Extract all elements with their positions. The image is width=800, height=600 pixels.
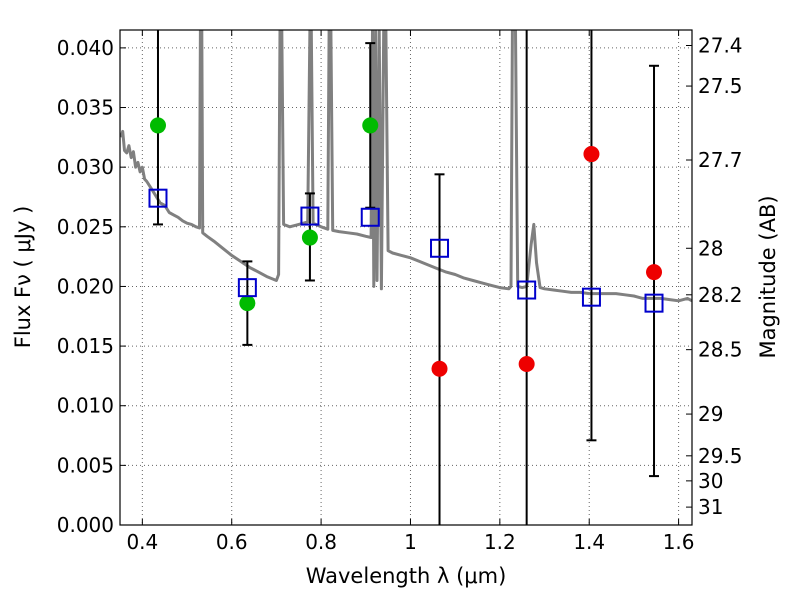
x-tick-label: 1 (404, 530, 417, 554)
right-tick-label: 28.5 (698, 338, 743, 362)
detection-point (149, 117, 166, 134)
y-tick-label: 0.035 (57, 96, 114, 120)
axis-ticks (120, 30, 692, 526)
right-tick-label: 28 (698, 236, 723, 260)
right-tick-label: 29.5 (698, 444, 743, 468)
non-detection-point (518, 355, 535, 372)
y-tick-labels: 0.000 0.005 0.010 0.015 0.020 0.025 0.030 0.035… (57, 36, 114, 537)
y-tick-label: 0.000 (57, 513, 114, 537)
model-band-series (148, 188, 664, 313)
y-tick-label: 0.010 (57, 394, 114, 418)
x-tick-label: 1.2 (484, 530, 516, 554)
model-band-point (360, 207, 380, 227)
grid (120, 30, 692, 526)
detection-point (362, 117, 379, 134)
model-band-point (237, 278, 257, 298)
y-tick-label: 0.040 (57, 36, 114, 60)
right-tick-label: 27.4 (698, 34, 743, 58)
y-tick-label: 0.015 (57, 334, 114, 358)
right-tick-label: 29 (698, 402, 723, 426)
right-tick-label: 31 (698, 495, 723, 519)
detections-series (149, 117, 379, 312)
non-detection-point (646, 264, 663, 281)
model-band-point (300, 206, 320, 226)
y-tick-label: 0.025 (57, 215, 114, 239)
y-axis-title: Flux Fν ( μJy ) (11, 206, 35, 349)
y-tick-label: 0.030 (57, 155, 114, 179)
x-tick-label: 0.4 (126, 530, 158, 554)
model-band-point (148, 188, 168, 208)
x-tick-labels: 0.4 0.6 0.8 1 1.2 1.4 1.6 (126, 530, 694, 554)
plot-frame (119, 29, 693, 526)
error-bars (152, 30, 660, 525)
x-tick-label: 1.6 (663, 530, 695, 554)
model-band-point (644, 293, 664, 313)
model-band-point (430, 238, 450, 258)
y-tick-label: 0.020 (57, 274, 114, 298)
detection-point (301, 229, 318, 246)
model-band-point (581, 287, 601, 307)
x-axis-title: Wavelength λ (μm) (306, 564, 507, 588)
model-band-point (517, 280, 537, 300)
right-tick-label: 28.2 (698, 283, 743, 307)
non-detections-series (431, 146, 663, 377)
model-sed-line (120, 30, 692, 303)
x-tick-label: 1.4 (573, 530, 605, 554)
right-tick-label: 27.7 (698, 148, 743, 172)
y-tick-label: 0.005 (57, 453, 114, 477)
non-detection-point (583, 146, 600, 163)
right-axis-title: Magnitude (AB) (756, 195, 780, 358)
right-tick-label: 27.5 (698, 74, 743, 98)
x-tick-label: 0.8 (305, 530, 337, 554)
detection-point (239, 295, 256, 312)
right-tick-label: 30 (698, 469, 723, 493)
x-tick-label: 0.6 (216, 530, 248, 554)
non-detection-point (431, 360, 448, 377)
